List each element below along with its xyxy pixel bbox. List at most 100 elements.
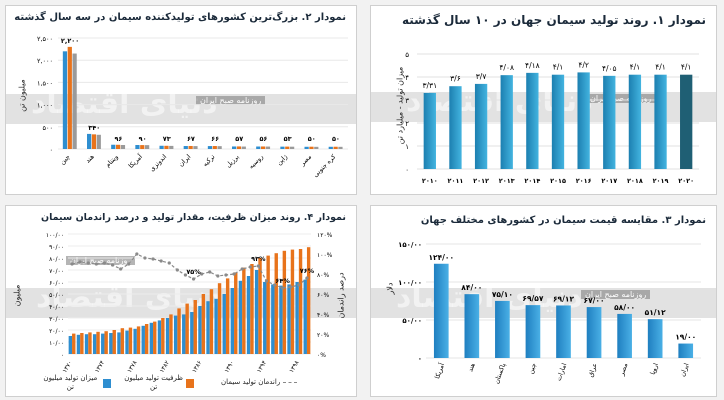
bar bbox=[526, 72, 539, 169]
producers-chart: ۰ ۵۰۰ ۱,۰۰۰ ۱,۵۰۰ ۲,۰۰۰ ۲,۵۰۰ ۲,۲۰۰ چین ۳۴۰ هند ۹۶… bbox=[37, 35, 348, 179]
efficiency-point bbox=[70, 262, 74, 266]
efficiency-point bbox=[232, 272, 236, 276]
efficiency-point bbox=[135, 252, 139, 256]
bar-production bbox=[238, 280, 243, 354]
y-tick-label-left: ۴۰/۰۰ bbox=[49, 304, 64, 311]
bar bbox=[628, 74, 642, 169]
bar-production bbox=[149, 322, 154, 354]
bar-capacity bbox=[72, 333, 76, 354]
bar-production bbox=[92, 334, 97, 354]
y-tick-label: ۰ bbox=[405, 166, 409, 174]
bar-production bbox=[109, 333, 113, 354]
x-tick-label: اروپا bbox=[648, 362, 660, 376]
legend-item-capacity: ظرفیت تولید میلیون تن bbox=[124, 374, 194, 392]
x-tick-label: ۲۰۱۵ bbox=[550, 177, 566, 185]
watermark-small: روزنامه صبح ایران bbox=[586, 94, 656, 103]
x-tick-label: ۲۰۱۱ bbox=[448, 177, 464, 185]
y-tick-label-right: ۸۰% bbox=[317, 272, 329, 279]
efficiency-point bbox=[110, 263, 115, 267]
watermark-small: روزنامه صبح ایران bbox=[196, 96, 266, 105]
y-tick-label-right: ۱۰۰% bbox=[317, 252, 333, 259]
producers-chart-panel: نمودار ۲. بزرگ‌ترین کشورهای تولیدکننده س… bbox=[5, 5, 357, 195]
y-tick-label-right: ۱۲۰% bbox=[317, 232, 333, 239]
bar bbox=[654, 74, 667, 169]
y-tick-label: ۱,۵۰۰ bbox=[37, 79, 53, 87]
data-label: ۶۷/۰۰ bbox=[584, 296, 605, 305]
bar-capacity bbox=[112, 330, 116, 354]
bar-production bbox=[271, 284, 275, 354]
prices-chart-panel: نمودار ۳. مقایسه قیمت سیمان در کشورهای م… bbox=[370, 205, 717, 397]
data-label: ۶۹/۵۷ bbox=[522, 294, 543, 303]
legend-item-efficiency: راندمان تولید سیمان bbox=[221, 378, 298, 387]
bar bbox=[495, 300, 510, 358]
capacity-chart-panel: نمودار ۴. روند میزان ظرفیت، مقدار تولید … bbox=[5, 205, 357, 397]
bar-capacity bbox=[88, 332, 92, 354]
bar bbox=[433, 263, 449, 358]
production-chart: ۰ ۱ ۲ ۳ ۴ ۵ ۳/۳۱ ۲۰۱۰ ۳/۶ ۲۰۱۱ ۳/۷ ۲۰۱۲ ۴/۰۸ ۲۰۱۳ ۴/۱۸… bbox=[405, 51, 699, 185]
y-tick-label: ۰ bbox=[50, 146, 54, 154]
bar-capacity bbox=[193, 300, 197, 354]
bar bbox=[586, 307, 602, 358]
efficiency-point bbox=[281, 286, 285, 290]
efficiency-point bbox=[127, 262, 131, 266]
bar bbox=[159, 145, 164, 149]
x-tick-label: ترکیه bbox=[201, 153, 217, 169]
efficiency-point bbox=[224, 273, 228, 277]
chart-title: نمودار ۳. مقایسه قیمت سیمان در کشورهای م… bbox=[420, 215, 706, 226]
bar-production bbox=[279, 285, 283, 354]
data-label: ۵۸/۰۰ bbox=[614, 303, 635, 312]
y-tick-label-left: ۰ bbox=[61, 352, 64, 359]
bar-capacity bbox=[266, 255, 270, 354]
bar bbox=[111, 144, 116, 149]
production-chart-panel: نمودار ۱. روند تولید سیمان جهان در ۱۰ سا… bbox=[370, 5, 717, 195]
data-label: ۴/۰۸ bbox=[499, 63, 514, 72]
y-tick-label: ۱,۰۰۰ bbox=[37, 102, 53, 110]
legend-label: ظرفیت تولید میلیون تن bbox=[124, 374, 183, 391]
legend-blue-swatch bbox=[102, 378, 111, 388]
bar-capacity bbox=[298, 249, 303, 354]
bar-capacity bbox=[80, 333, 84, 354]
x-tick-label: عراق bbox=[587, 362, 599, 378]
efficiency-point bbox=[256, 264, 260, 268]
prices-chart: ۰ ۵۰/۰۰ ۱۰۰/۰۰ ۱۵۰/۰۰ ۱۲۴/۰۰ آمریکا ۸۴/۰۰ هند ۷۵… bbox=[398, 241, 701, 385]
bar-production bbox=[173, 315, 178, 354]
data-label: ۶۶ bbox=[211, 135, 219, 143]
efficiency-point bbox=[151, 257, 155, 261]
y-tick-label-right: ۶۰% bbox=[317, 292, 329, 299]
chart-title: نمودار ۴. روند میزان ظرفیت، مقدار تولید … bbox=[41, 212, 346, 223]
efficiency-point bbox=[208, 270, 212, 274]
x-tick-label: آمریکا bbox=[432, 360, 446, 379]
bar-production bbox=[182, 314, 186, 354]
x-tick-label: ۲۰۱۷ bbox=[601, 177, 617, 185]
bar-production bbox=[254, 270, 259, 354]
bar bbox=[617, 313, 632, 358]
x-tick-label: ۲۰۱۹ bbox=[653, 177, 669, 185]
bar bbox=[116, 144, 121, 149]
bar-capacity bbox=[290, 249, 295, 354]
bar-production bbox=[68, 336, 73, 354]
x-tick-label: پاکستان bbox=[492, 362, 507, 385]
watermark-text: دنیای اقتصاد bbox=[396, 280, 583, 315]
bar bbox=[449, 86, 462, 169]
y-tick-label: ۲,۵۰۰ bbox=[37, 35, 53, 43]
bar-production bbox=[287, 284, 291, 354]
x-tick-label: چین bbox=[58, 153, 71, 166]
y-tick-label-left: ۹۰/۰۰ bbox=[49, 244, 64, 251]
bar-production bbox=[214, 298, 218, 354]
bar bbox=[217, 146, 222, 149]
bar bbox=[96, 134, 101, 149]
efficiency-annotation: ۶۴% bbox=[275, 277, 290, 285]
efficiency-point bbox=[94, 262, 98, 266]
bar bbox=[285, 146, 290, 149]
data-label: ۴/۱ bbox=[553, 63, 564, 72]
x-tick-label: ۲۰۱۴ bbox=[524, 177, 540, 185]
bar bbox=[62, 51, 68, 149]
bar bbox=[577, 72, 590, 169]
bar bbox=[474, 83, 488, 169]
x-tick-label: کره جنوبی bbox=[311, 152, 338, 179]
y-axis-label: دلار bbox=[385, 282, 395, 295]
bar bbox=[183, 146, 188, 149]
bar-production bbox=[76, 334, 81, 354]
bar-capacity bbox=[258, 258, 262, 354]
legend-line-swatch bbox=[283, 382, 298, 383]
